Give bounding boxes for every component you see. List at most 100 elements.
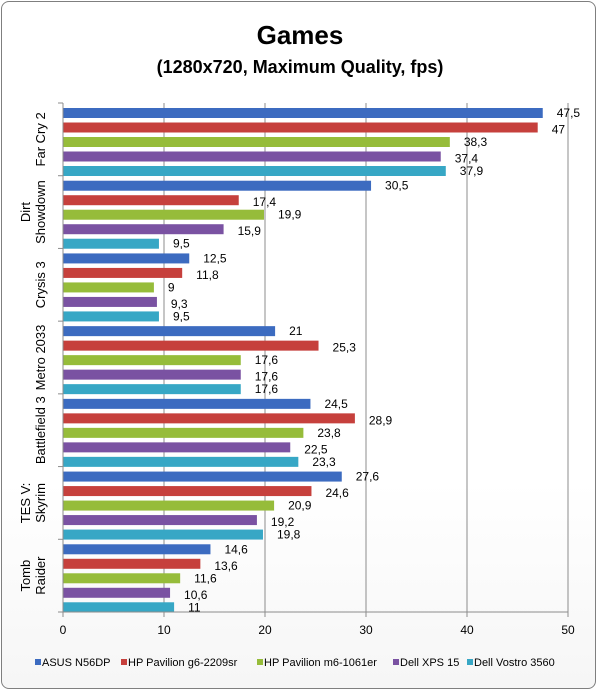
- bar-4-4: [63, 456, 299, 467]
- category-label-5: Skyrim: [33, 483, 48, 523]
- bar-6-3: [63, 587, 171, 598]
- bar-3-1: [63, 340, 319, 351]
- legend-label-0: ASUS N56DP: [42, 657, 110, 669]
- x-tick-label-40: 40: [460, 623, 474, 637]
- x-tick-label-30: 30: [359, 623, 373, 637]
- bar-1-0: [63, 180, 372, 191]
- legend-label-4: Dell Vostro 3560: [474, 657, 555, 669]
- bar-6-4: [63, 602, 175, 613]
- data-label-2-0: 12,5: [203, 251, 227, 265]
- category-label-2: Crysis 3: [33, 261, 48, 308]
- data-label-2-3: 9,3: [171, 297, 188, 311]
- legend-swatch-2: [257, 659, 263, 665]
- bar-2-1: [63, 267, 183, 278]
- bar-3-0: [63, 326, 276, 337]
- legend-label-2: HP Pavilion m6-1061er: [264, 657, 377, 669]
- data-label-2-2: 9: [168, 280, 175, 294]
- bar-2-2: [63, 282, 154, 293]
- bar-1-3: [63, 224, 224, 235]
- bar-0-0: [63, 108, 543, 118]
- category-label-1: Showdown: [33, 180, 48, 244]
- data-label-5-1: 24,6: [325, 486, 349, 500]
- chart-subtitle: (1280x720, Maximum Quality, fps): [157, 57, 444, 77]
- data-label-6-1: 13,6: [214, 559, 238, 573]
- data-label-0-3: 37,4: [455, 152, 479, 166]
- data-label-4-2: 23,8: [317, 426, 341, 440]
- bar-1-4: [63, 238, 159, 249]
- data-label-5-0: 27,6: [356, 470, 380, 484]
- bar-4-2: [63, 427, 304, 438]
- bar-2-4: [63, 311, 159, 322]
- bar-2-3: [63, 296, 157, 307]
- data-label-5-3: 19,2: [271, 515, 295, 529]
- data-label-6-4: 11: [188, 600, 201, 614]
- x-tick-label-20: 20: [258, 623, 272, 637]
- bar-0-2: [63, 137, 450, 147]
- data-label-1-4: 9,5: [173, 237, 190, 251]
- data-label-1-2: 19,9: [278, 208, 302, 222]
- bar-1-1: [63, 195, 239, 206]
- legend-label-1: HP Pavilion g6-2209sr: [128, 657, 238, 669]
- data-label-5-4: 19,8: [277, 528, 301, 542]
- data-label-6-2: 11,6: [194, 571, 217, 585]
- bar-2-0: [63, 253, 190, 264]
- data-label-6-3: 10,6: [184, 588, 208, 602]
- data-label-3-2: 17,6: [255, 353, 279, 367]
- category-label-6: Raider: [33, 556, 48, 595]
- data-label-0-4: 37,9: [460, 164, 484, 178]
- legend-swatch-4: [467, 659, 473, 665]
- data-label-6-0: 14,6: [224, 542, 248, 556]
- x-tick-label-50: 50: [561, 623, 575, 637]
- data-label-4-0: 24,5: [324, 397, 348, 411]
- legend-swatch-1: [121, 659, 127, 665]
- category-label-5: TES V:: [18, 483, 33, 524]
- legend: ASUS N56DP HP Pavilion g6-2209sr HP Pavili…: [35, 657, 555, 669]
- data-label-2-4: 9,5: [173, 309, 190, 323]
- data-label-3-0: 21: [289, 324, 303, 338]
- data-label-2-1: 11,8: [196, 268, 219, 282]
- data-label-1-1: 17,4: [253, 195, 277, 209]
- bar-0-4: [63, 166, 446, 176]
- plot-area: 47,5 47 38,3 37,437,9 Far Cry 2 30,5 17,419,9 1…: [18, 102, 581, 637]
- bar-4-0: [63, 398, 311, 409]
- legend-swatch-0: [35, 659, 41, 665]
- data-label-4-3: 22,5: [304, 442, 328, 456]
- data-label-1-0: 30,5: [385, 179, 409, 193]
- data-label-5-2: 20,9: [288, 499, 312, 513]
- data-label-3-3: 17,6: [255, 370, 279, 384]
- data-label-0-2: 38,3: [464, 135, 488, 149]
- data-label-0-1: 47: [552, 123, 566, 137]
- x-tick-label-10: 10: [157, 623, 171, 637]
- data-label-1-3: 15,9: [238, 224, 262, 238]
- data-label-3-4: 17,6: [255, 382, 279, 396]
- bar-1-2: [63, 209, 264, 220]
- bar-3-4: [63, 384, 241, 395]
- data-label-0-0: 47,5: [557, 106, 581, 120]
- data-label-4-1: 28,9: [369, 413, 393, 427]
- category-label-3: Metro 2033: [33, 325, 48, 391]
- bar-5-3: [63, 515, 257, 526]
- bar-3-3: [63, 369, 241, 380]
- category-label-0: Far Cry 2: [33, 112, 48, 166]
- bar-6-0: [63, 544, 211, 555]
- bar-6-2: [63, 573, 181, 584]
- bar-3-2: [63, 355, 241, 366]
- bar-5-4: [63, 529, 263, 540]
- data-label-4-4: 23,3: [312, 455, 336, 469]
- bar-4-3: [63, 442, 291, 453]
- category-label-4: Battlefield 3: [33, 396, 48, 464]
- x-tick-label-0: 0: [60, 623, 67, 637]
- bar-5-2: [63, 500, 275, 511]
- bar-6-1: [63, 558, 201, 569]
- bar-5-1: [63, 486, 312, 497]
- legend-swatch-3: [393, 659, 399, 665]
- bar-0-3: [63, 151, 441, 162]
- category-label-1: Dirt: [18, 202, 33, 223]
- chart-title: Games: [257, 20, 344, 50]
- bar-5-0: [63, 471, 342, 482]
- bar-0-1: [63, 122, 538, 133]
- legend-label-3: Dell XPS 15: [400, 657, 459, 669]
- data-label-3-1: 25,3: [333, 341, 357, 355]
- category-label-6: Tomb: [18, 560, 33, 592]
